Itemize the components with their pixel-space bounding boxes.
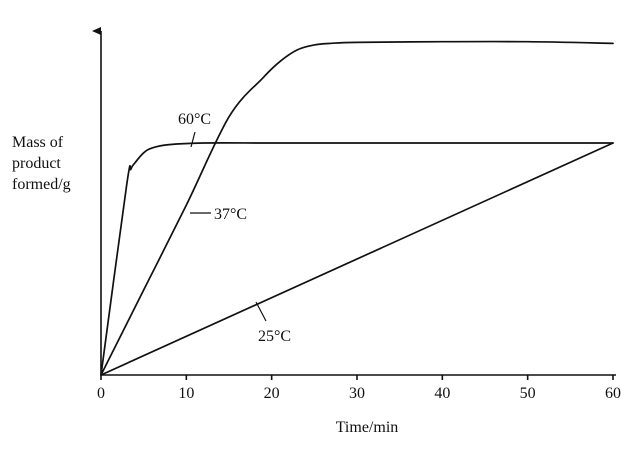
x-tick-label: 40 bbox=[434, 385, 450, 402]
series-line-37c bbox=[100, 40, 614, 376]
x-tick-label: 50 bbox=[520, 385, 536, 402]
y-axis-label-line-2: product bbox=[12, 155, 61, 172]
leader-line-25c bbox=[255, 301, 267, 322]
x-tick-label: 0 bbox=[97, 385, 105, 402]
x-tick-label: 10 bbox=[178, 385, 194, 402]
leader-line-60c bbox=[190, 131, 196, 148]
x-axis-label: Time/min bbox=[336, 419, 399, 436]
x-ticks: 0 10 20 30 40 50 60 bbox=[97, 375, 621, 402]
series-line-60c bbox=[100, 142, 614, 376]
x-tick-label: 20 bbox=[264, 385, 280, 402]
y-axis-label-line-1: Mass of bbox=[12, 134, 64, 151]
y-axis-label-line-3: formed/g bbox=[12, 176, 71, 193]
series-label-25c: 25°C bbox=[258, 328, 291, 345]
y-axis-label: Mass of product formed/g bbox=[12, 134, 71, 193]
series-line-25c bbox=[100, 142, 614, 376]
x-tick-label: 60 bbox=[605, 385, 621, 402]
series-label-60c: 60°C bbox=[178, 111, 211, 128]
series-label-37c: 37°C bbox=[214, 206, 247, 223]
x-tick-label: 30 bbox=[349, 385, 365, 402]
series-group bbox=[100, 40, 614, 376]
